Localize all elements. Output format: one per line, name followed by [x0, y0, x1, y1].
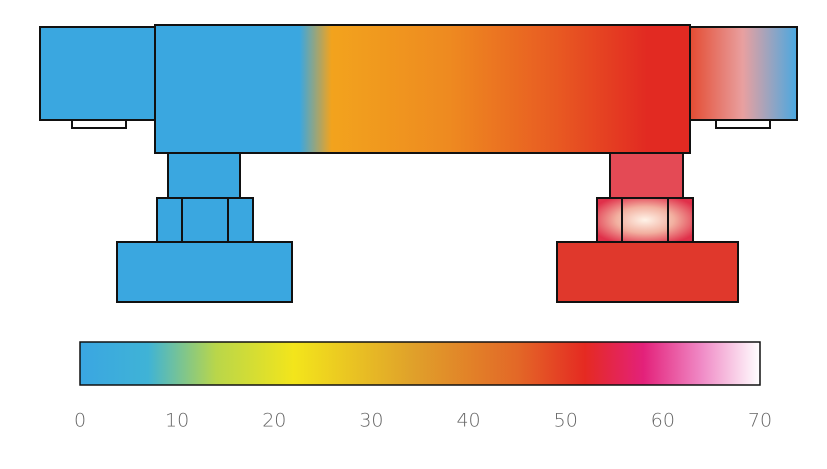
fitting	[39, 24, 798, 303]
colorbar-tick-label: 20	[262, 410, 286, 432]
colorbar-tick-label: 10	[165, 410, 189, 432]
colorbar	[79, 341, 761, 386]
colorbar-tick-label: 30	[359, 410, 383, 432]
colorbar-tick-label: 70	[748, 410, 772, 432]
colorbar-tick-label: 0	[74, 410, 86, 432]
colorbar-tick-label: 50	[554, 410, 578, 432]
colorbar-tick-label: 60	[651, 410, 675, 432]
colorbar-tick-label: 40	[456, 410, 480, 432]
